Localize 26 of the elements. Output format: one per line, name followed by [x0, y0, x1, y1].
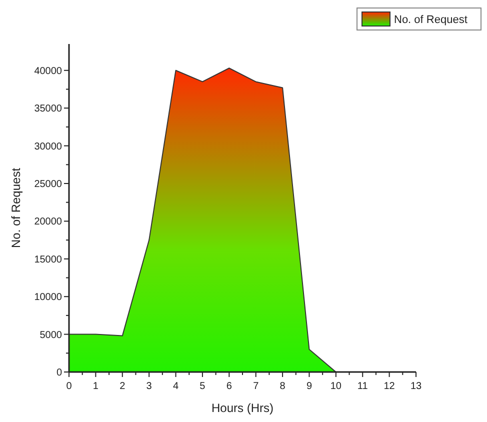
x-tick-label: 3: [146, 381, 152, 392]
x-tick-label: 0: [66, 381, 72, 392]
x-tick-label: 6: [226, 381, 232, 392]
y-tick-label: 10000: [34, 292, 62, 304]
y-tick-label: 0: [56, 368, 62, 378]
x-tick-label: 9: [306, 381, 312, 392]
x-tick-label: 4: [172, 381, 179, 392]
x-tick-label: 12: [384, 381, 396, 392]
x-axis-title: Hours (Hrs): [212, 401, 274, 415]
legend-label: No. of Request: [394, 14, 468, 26]
x-tick-label: 7: [253, 381, 260, 392]
y-axis-title: No. of Request: [9, 167, 23, 248]
y-tick-label: 20000: [34, 216, 62, 228]
y-tick-label: 40000: [34, 66, 62, 77]
x-tick-label: 2: [120, 381, 126, 392]
x-tick-label: 1: [92, 381, 99, 392]
x-tick-label: 8: [280, 381, 286, 392]
y-tick-label: 25000: [34, 178, 62, 190]
x-tick-label: 11: [357, 381, 368, 392]
y-tick-label: 30000: [34, 141, 62, 152]
x-tick-label: 13: [410, 381, 422, 392]
y-tick-label: 35000: [34, 104, 62, 115]
y-tick-label: 15000: [34, 254, 62, 266]
x-tick-label: 5: [200, 381, 206, 392]
y-tick-label: 5000: [40, 330, 62, 341]
x-tick-label: 10: [330, 381, 342, 392]
